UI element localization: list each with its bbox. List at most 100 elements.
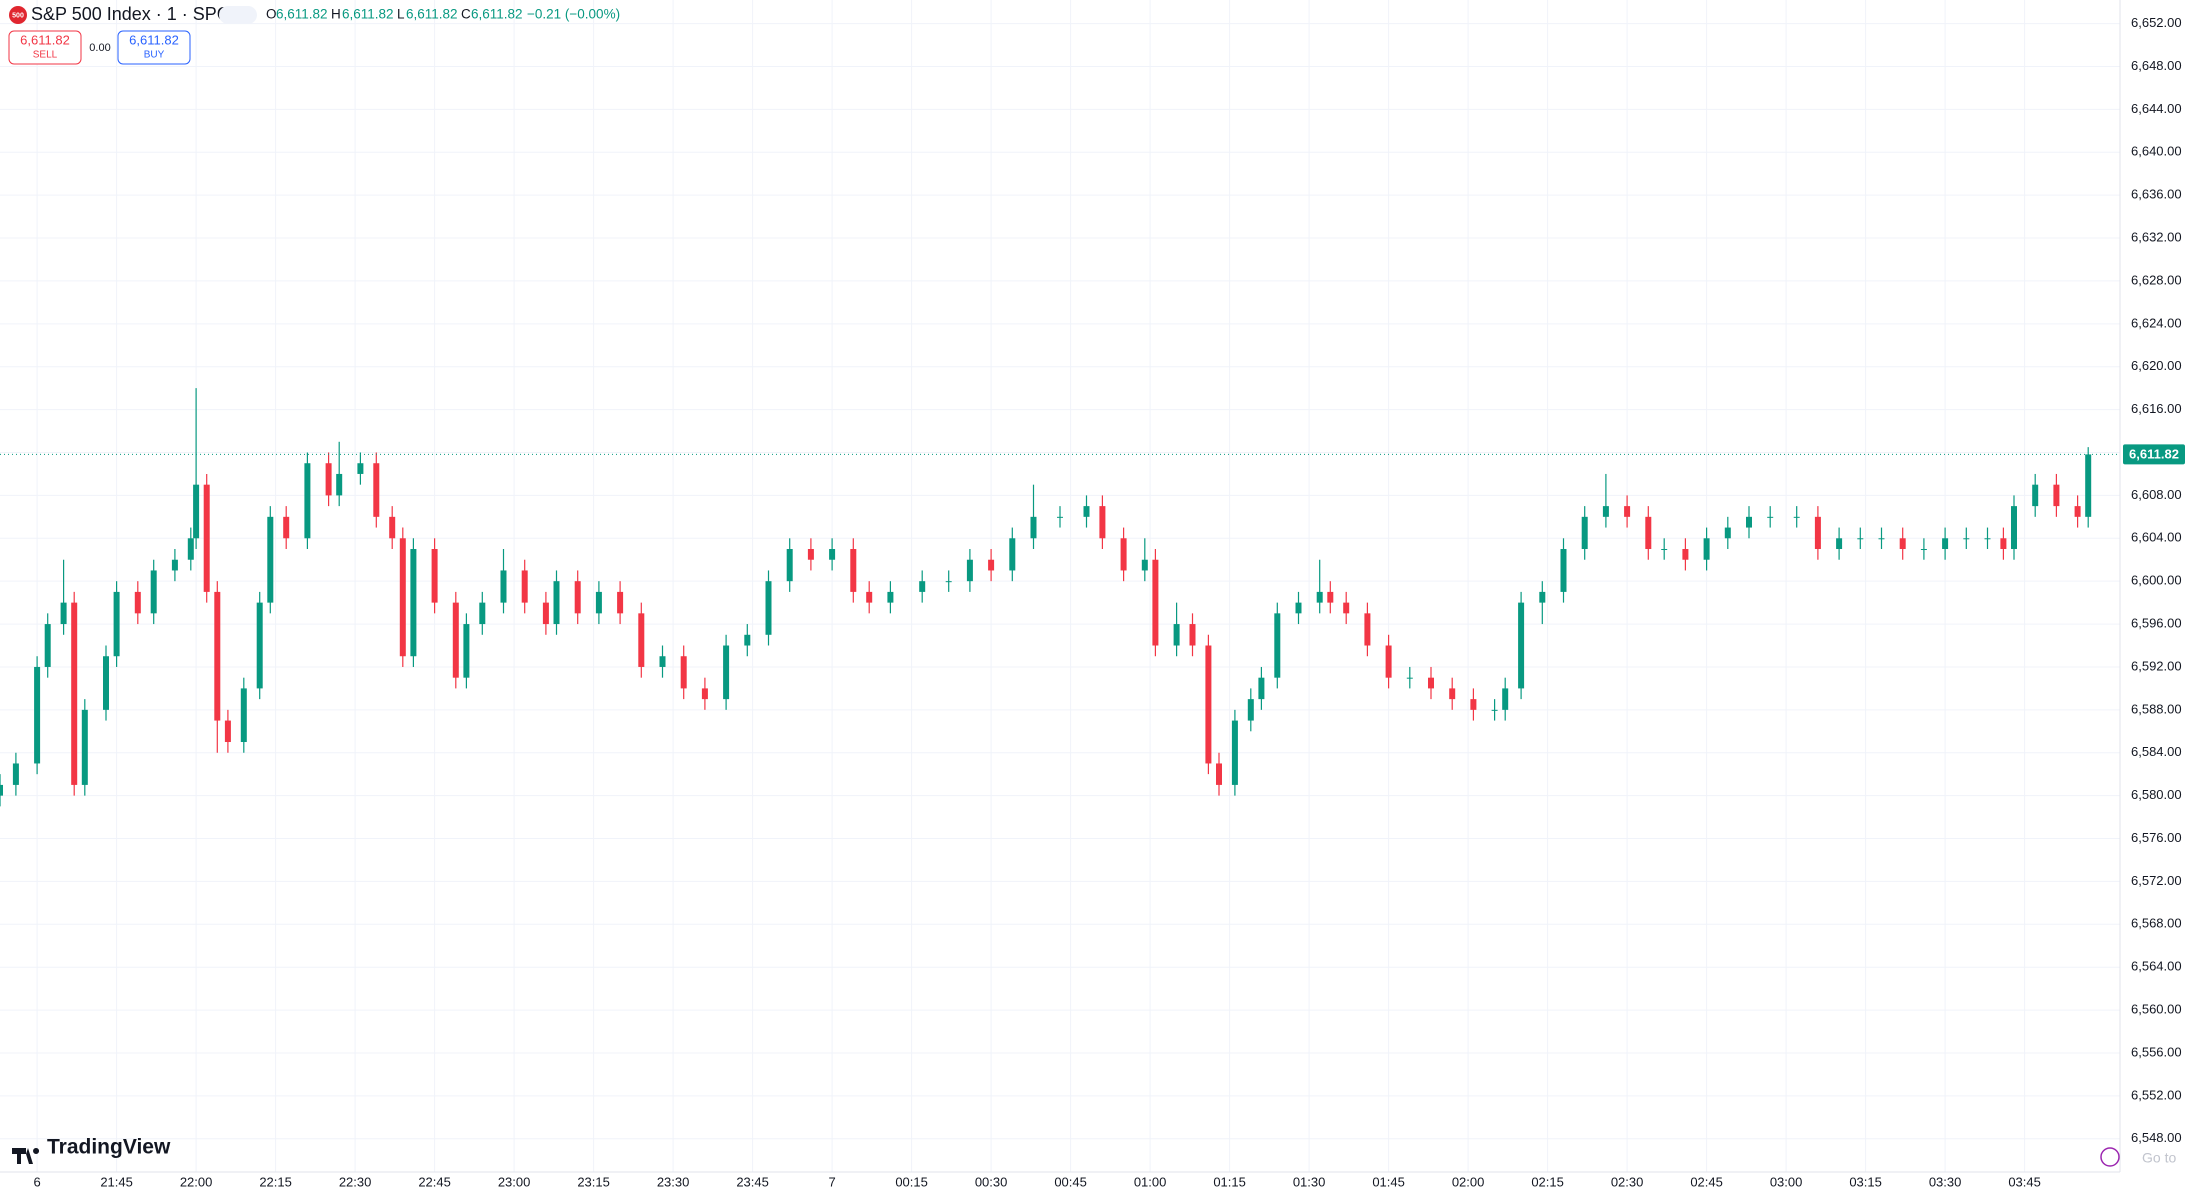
logo-text: 500 bbox=[12, 12, 24, 19]
y-tick-label: 6,616.00 bbox=[2131, 401, 2182, 416]
candle-body bbox=[1491, 709, 1498, 711]
candle-body bbox=[1428, 677, 1434, 689]
candle-body bbox=[2011, 506, 2017, 550]
y-tick-label: 6,624.00 bbox=[2131, 315, 2182, 330]
y-tick-label: 6,552.00 bbox=[2131, 1087, 2182, 1102]
candle-body bbox=[553, 581, 560, 625]
candle-body bbox=[1814, 516, 1821, 550]
candle-body bbox=[187, 538, 194, 560]
goto-link[interactable]: Go to bbox=[2142, 1150, 2176, 1166]
candle-body bbox=[786, 549, 793, 582]
candle-body bbox=[463, 624, 470, 678]
candle-body bbox=[1258, 677, 1265, 700]
candle-body bbox=[336, 473, 343, 496]
y-tick-label: 6,628.00 bbox=[2131, 272, 2182, 287]
ohlc-h-label: H bbox=[331, 7, 341, 22]
candle-body bbox=[2053, 484, 2060, 507]
ohlc-c-label: C bbox=[461, 7, 471, 22]
symbol-logo bbox=[9, 6, 27, 24]
candle-body bbox=[1920, 549, 1927, 551]
candle-body bbox=[1836, 538, 1843, 550]
candle-body bbox=[1602, 506, 1609, 517]
candle-body bbox=[1364, 613, 1371, 646]
candle-body bbox=[1152, 559, 1159, 646]
candle-body bbox=[2000, 538, 2007, 550]
candle-body bbox=[1406, 677, 1413, 679]
spread: 0.00 bbox=[89, 42, 110, 54]
x-tick-label: 00:30 bbox=[975, 1174, 1008, 1189]
candle-body bbox=[919, 581, 926, 592]
candle-body bbox=[701, 688, 708, 700]
candle-body bbox=[203, 484, 210, 592]
status-toggle[interactable] bbox=[219, 6, 257, 24]
x-tick-label: 02:45 bbox=[1690, 1174, 1723, 1189]
candle-body bbox=[1899, 538, 1906, 550]
ohlc-l: 6,611.82 bbox=[406, 7, 458, 22]
x-tick-label: 22:00 bbox=[180, 1174, 213, 1189]
candle-body bbox=[595, 591, 602, 614]
candle-body bbox=[12, 763, 19, 785]
candle-body bbox=[1316, 591, 1323, 603]
ohlc-change: −0.21 (−0.00%) bbox=[527, 7, 620, 22]
candle-body bbox=[373, 463, 380, 517]
lightning-button[interactable] bbox=[2100, 1147, 2120, 1167]
candle-body bbox=[256, 602, 263, 689]
y-tick-label: 6,596.00 bbox=[2131, 616, 2182, 631]
y-tick-label: 6,560.00 bbox=[2131, 1002, 2182, 1017]
candle-body bbox=[1793, 516, 1800, 518]
axes: 6,548.00 6,552.00 6,556.00 6,560.00 6,564.00… bbox=[33, 15, 2185, 1189]
candle-body bbox=[680, 656, 687, 689]
y-tick-label: 6,636.00 bbox=[2131, 187, 2182, 202]
candle-body bbox=[723, 645, 730, 700]
candle-body bbox=[1984, 538, 1991, 540]
candle-body bbox=[2085, 454, 2092, 517]
candle-body bbox=[1661, 549, 1668, 551]
candle-body bbox=[34, 666, 41, 764]
x-tick-label: 22:15 bbox=[259, 1174, 292, 1189]
sell-button[interactable] bbox=[8, 30, 82, 65]
y-tick-label: 6,640.00 bbox=[2131, 144, 2182, 159]
last-price-tag bbox=[2123, 444, 2185, 465]
x-tick-label: 00:15 bbox=[895, 1174, 928, 1189]
y-tick-label: 6,600.00 bbox=[2131, 573, 2182, 588]
candle-body bbox=[283, 516, 290, 539]
candle-body bbox=[71, 602, 78, 785]
x-tick-label: 23:15 bbox=[577, 1174, 610, 1189]
candle-body bbox=[171, 559, 178, 571]
candle-body bbox=[1009, 538, 1016, 571]
ohlc-h: 6,611.82 bbox=[342, 7, 394, 22]
candle-body bbox=[574, 581, 581, 614]
brand-name[interactable]: TradingView bbox=[47, 1136, 171, 1159]
candle-body bbox=[1857, 538, 1864, 540]
candle-body bbox=[945, 581, 952, 583]
candle-body bbox=[1449, 688, 1456, 700]
candle-body bbox=[1120, 538, 1127, 571]
candle-body bbox=[1247, 699, 1254, 721]
x-tick-label: 6 bbox=[33, 1174, 40, 1189]
y-tick-label: 6,568.00 bbox=[2131, 916, 2182, 931]
candle-body bbox=[2032, 484, 2039, 507]
x-tick-label: 03:00 bbox=[1770, 1174, 1803, 1189]
y-tick-label: 6,652.00 bbox=[2131, 15, 2182, 30]
candle-body bbox=[866, 591, 873, 603]
symbol-title[interactable]: S&P 500 Index · 1 · SPCFD bbox=[31, 4, 254, 24]
x-tick-label: 22:45 bbox=[418, 1174, 451, 1189]
plot bbox=[0, 388, 2120, 807]
y-tick-label: 6,588.00 bbox=[2131, 701, 2182, 716]
x-tick-label: 00:45 bbox=[1054, 1174, 1087, 1189]
y-tick-label: 6,592.00 bbox=[2131, 658, 2182, 673]
candle-body bbox=[1295, 602, 1302, 614]
ohlc-l-label: L bbox=[397, 7, 405, 22]
y-tick-label: 6,608.00 bbox=[2131, 487, 2182, 502]
x-tick-label: 23:30 bbox=[657, 1174, 690, 1189]
candle-body bbox=[103, 656, 109, 710]
grid bbox=[0, 0, 2120, 1172]
candle-body bbox=[452, 602, 459, 678]
candle-body bbox=[1645, 516, 1652, 550]
candle-body bbox=[1560, 549, 1567, 592]
candle-body bbox=[500, 570, 507, 603]
buy-button[interactable] bbox=[117, 30, 191, 65]
candle-body bbox=[1057, 516, 1063, 518]
last-price-label: 6,611.82 bbox=[2129, 446, 2179, 461]
